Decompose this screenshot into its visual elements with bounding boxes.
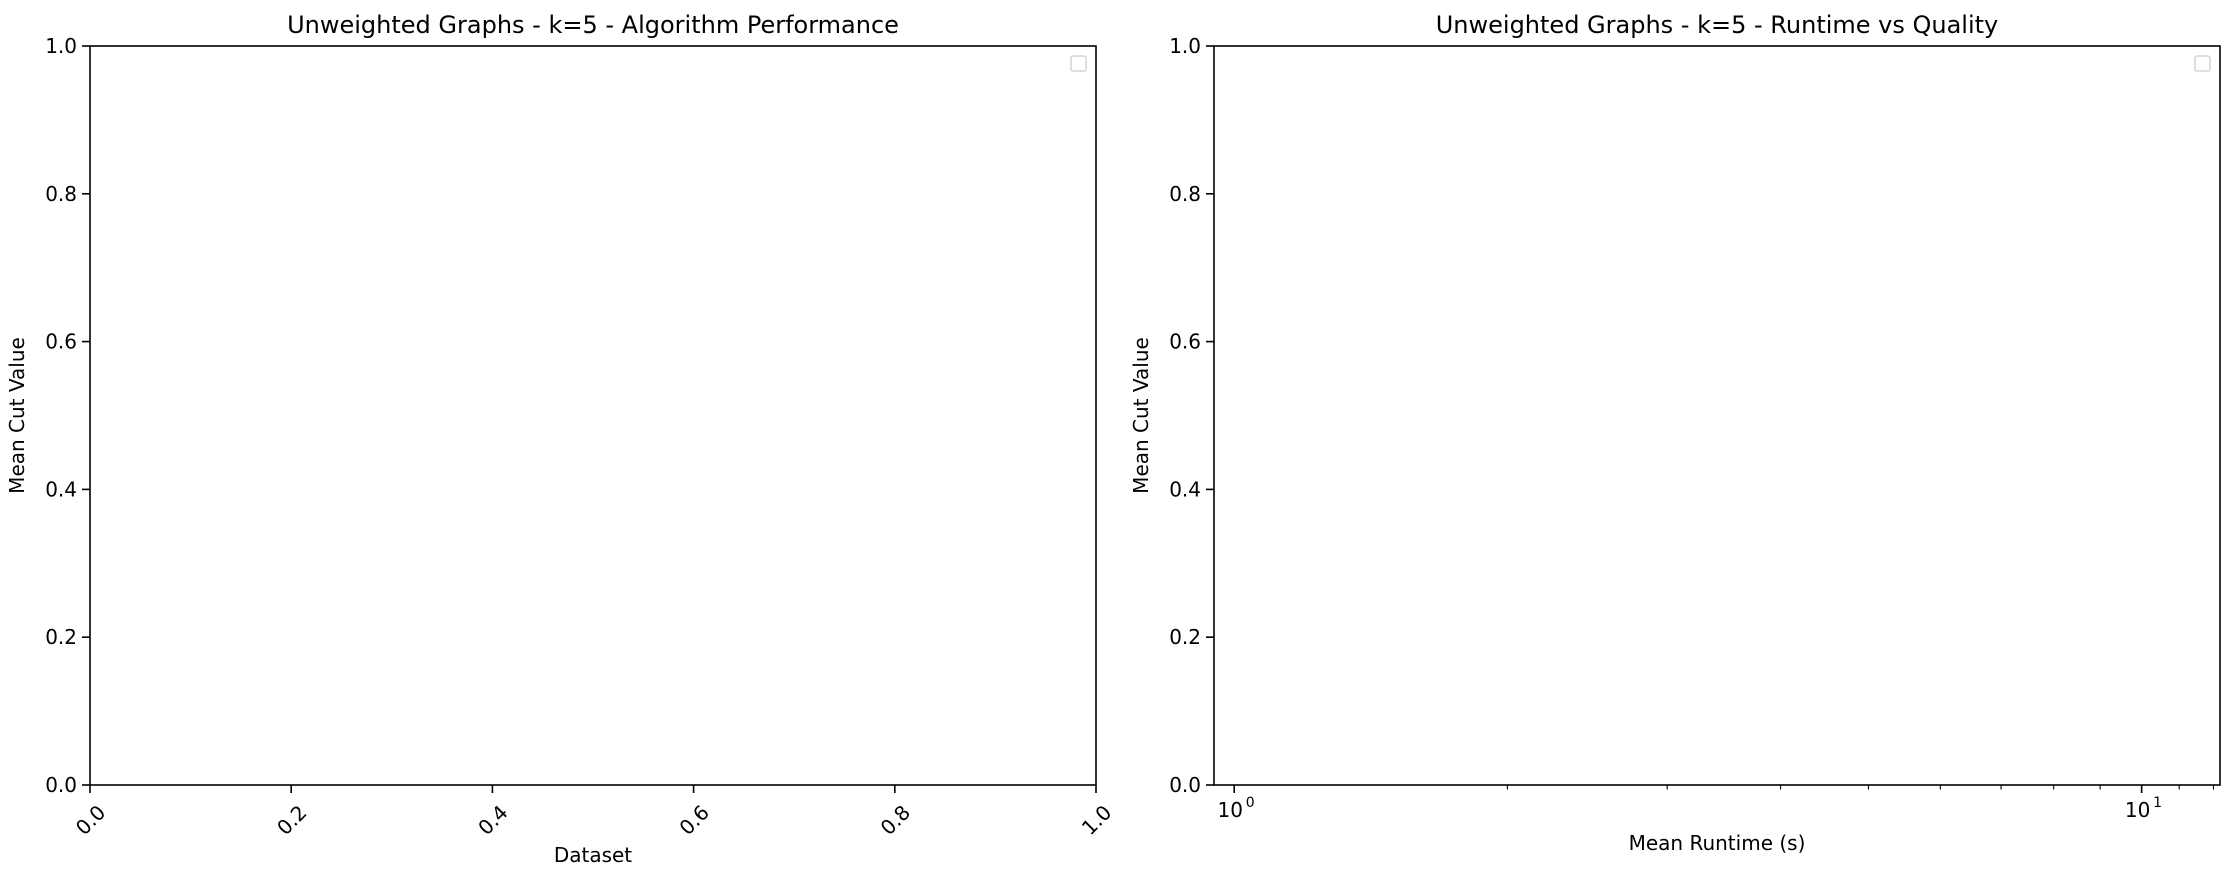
legend-box [2194, 55, 2211, 72]
y-tick-label: 0.8 [1169, 182, 1201, 206]
x-tick-label: 0.8 [876, 800, 915, 839]
x-tick-label: 0.4 [473, 800, 512, 839]
x-tick-label: 0.6 [674, 800, 713, 839]
y-axis-label: Mean Cut Value [1129, 337, 1153, 494]
plot-area-frame [1213, 45, 2221, 786]
y-tick-label: 0.6 [1169, 330, 1201, 354]
performance-chart: Unweighted Graphs - k=5 - Algorithm Perf… [5, 11, 1116, 867]
chart-title: Unweighted Graphs - k=5 - Algorithm Perf… [287, 11, 899, 39]
x-tick-exponent: 1 [2153, 795, 2162, 811]
y-tick-label: 1.0 [1169, 34, 1201, 58]
y-tick-label: 0.0 [1169, 773, 1201, 797]
y-axis-ticks: 0.0 0.2 0.4 0.6 0.8 1.0 [45, 34, 90, 797]
x-tick-label: 0.2 [272, 800, 311, 839]
y-tick-label: 0.6 [45, 330, 77, 354]
y-axis-label: Mean Cut Value [5, 337, 29, 494]
y-tick-label: 0.4 [1169, 477, 1201, 501]
y-tick-label: 0.4 [45, 477, 77, 501]
x-axis-ticks: 10 0 10 1 [1217, 785, 2215, 822]
y-tick-label: 0.8 [45, 182, 77, 206]
x-tick-label: 10 [2125, 798, 2150, 822]
plot-area-frame [89, 45, 1097, 786]
x-tick-label: 10 [1217, 798, 1242, 822]
x-axis-ticks: 0.0 0.2 0.4 0.6 0.8 1.0 [71, 785, 1116, 840]
y-axis-ticks: 0.0 0.2 0.4 0.6 0.8 1.0 [1169, 34, 1214, 797]
y-tick-label: 0.0 [45, 773, 77, 797]
x-axis-label: Dataset [554, 843, 632, 867]
y-tick-label: 0.2 [45, 625, 77, 649]
x-tick-exponent: 0 [1246, 795, 1255, 811]
runtime-quality-chart: Unweighted Graphs - k=5 - Runtime vs Qua… [1129, 11, 2221, 855]
x-tick-label: 1.0 [1077, 800, 1116, 839]
x-axis-label: Mean Runtime (s) [1629, 831, 1806, 855]
chart-title: Unweighted Graphs - k=5 - Runtime vs Qua… [1436, 11, 1999, 39]
legend-box [1070, 55, 1087, 72]
y-tick-label: 1.0 [45, 34, 77, 58]
y-tick-label: 0.2 [1169, 625, 1201, 649]
x-tick-label: 0.0 [71, 800, 110, 839]
